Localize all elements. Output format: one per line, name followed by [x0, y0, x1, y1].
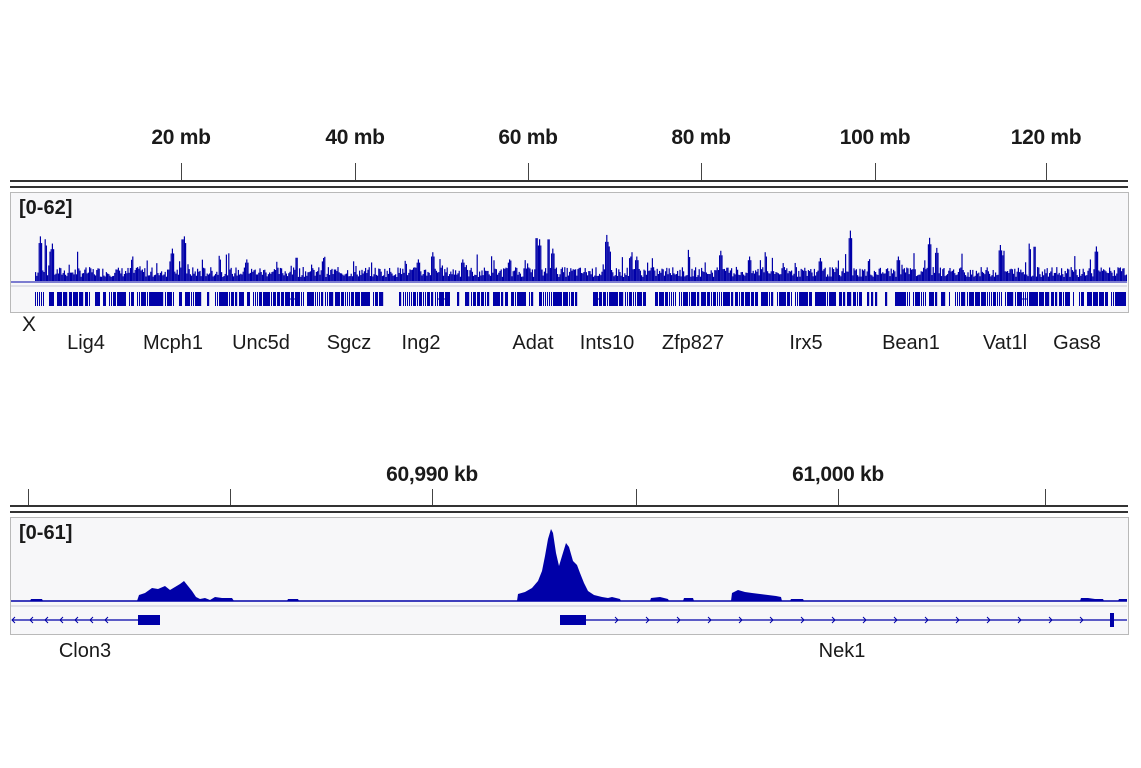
- bottom-ruler-tick: [636, 489, 637, 505]
- top-ruler-tick-label: 120 mb: [1010, 126, 1082, 149]
- top-ruler-tick-label: 20 mb: [151, 126, 211, 149]
- bottom-ruler-divider: [10, 511, 1128, 513]
- bottom-ruler-baseline: [10, 505, 1128, 507]
- bottom-ruler-tick: [28, 489, 29, 505]
- top-ruler-tick-label: 60 mb: [498, 126, 558, 149]
- bottom-data-range: [0-61]: [19, 522, 73, 544]
- top-ruler-tick: [181, 163, 182, 180]
- gene-label[interactable]: Clon3: [58, 640, 112, 662]
- gene-label[interactable]: Mcph1: [142, 332, 204, 354]
- gene-label[interactable]: Zfp827: [661, 332, 725, 354]
- bottom-ruler-tick: [230, 489, 231, 505]
- gene-label[interactable]: Ints10: [579, 332, 635, 354]
- top-ruler-tick-label: 80 mb: [671, 126, 731, 149]
- top-ruler-tick: [1046, 163, 1047, 180]
- top-data-range: [0-62]: [19, 197, 73, 219]
- top-ruler-tick-label: 40 mb: [325, 126, 385, 149]
- gene-label[interactable]: Bean1: [882, 332, 940, 354]
- gene-label[interactable]: Sgcz: [326, 332, 372, 354]
- top-ruler-tick: [528, 163, 529, 180]
- bottom-ruler-tick: [432, 489, 433, 505]
- gene-label[interactable]: Unc5d: [232, 332, 290, 354]
- chromosome-label: X: [22, 313, 37, 336]
- gene-label[interactable]: Irx5: [789, 332, 823, 354]
- bottom-ruler-tick-label: 61,000 kb: [792, 463, 884, 486]
- gene-label[interactable]: Ing2: [401, 332, 441, 354]
- top-ruler-tick: [701, 163, 702, 180]
- bottom-ruler-tick: [1045, 489, 1046, 505]
- gene-label[interactable]: Nek1: [818, 640, 866, 662]
- top-ruler-tick-label: 100 mb: [839, 126, 911, 149]
- gene-label[interactable]: Lig4: [67, 332, 105, 354]
- bottom-ruler-tick: [838, 489, 839, 505]
- bottom-ruler-tick-label: 60,990 kb: [386, 463, 478, 486]
- top-ruler-divider: [10, 186, 1128, 188]
- gene-label[interactable]: Adat: [512, 332, 554, 354]
- gene-label[interactable]: Vat1l: [982, 332, 1028, 354]
- top-ruler-baseline: [10, 180, 1128, 182]
- top-ruler-tick: [355, 163, 356, 180]
- top-ruler-tick: [875, 163, 876, 180]
- gene-label[interactable]: Gas8: [1053, 332, 1101, 354]
